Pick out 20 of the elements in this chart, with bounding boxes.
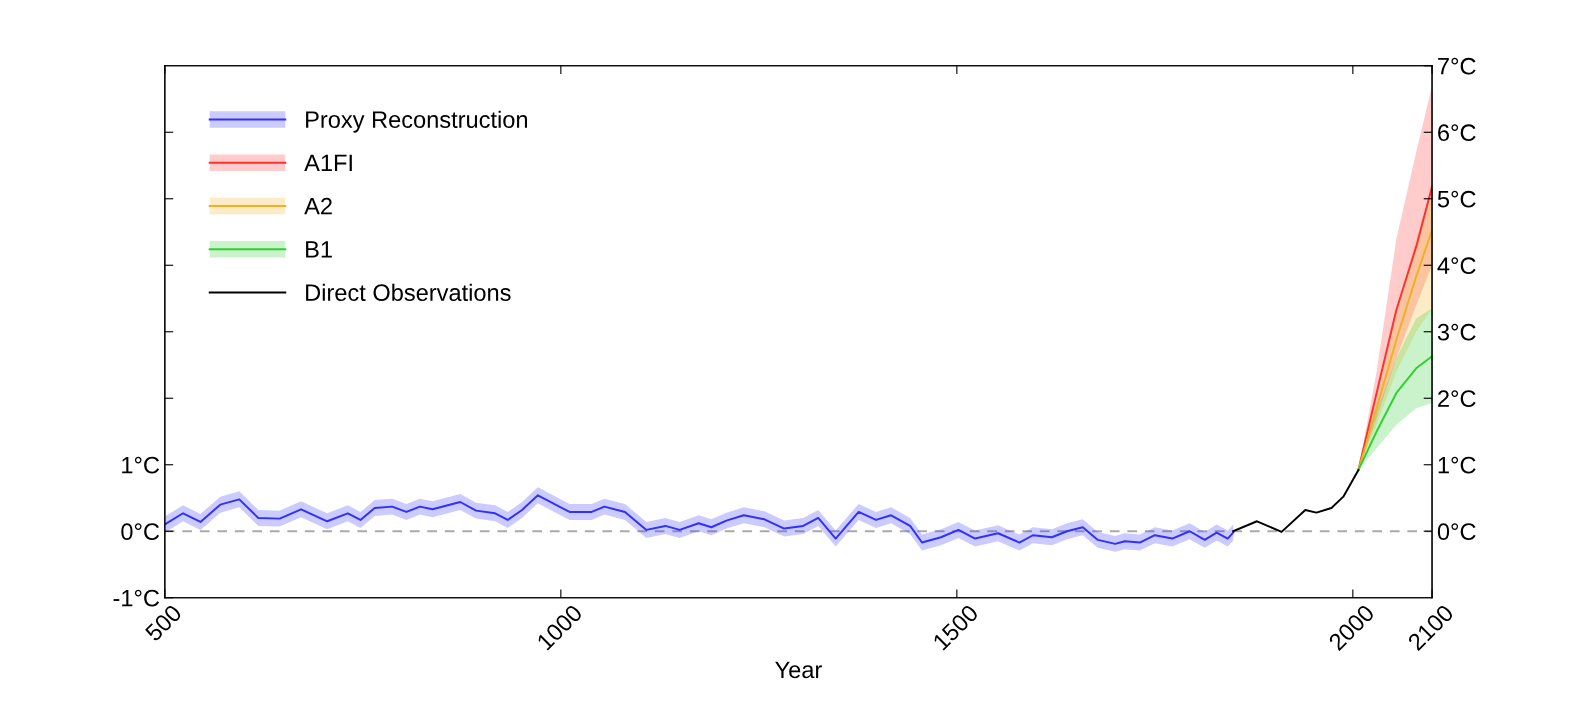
y-tick-label: 0°C: [121, 523, 160, 541]
y2-tick-label: 6°C: [1438, 124, 1476, 142]
y-tick-label: 1°C: [122, 456, 160, 474]
y-tick-label: -1°C: [113, 589, 160, 607]
line-series: [164, 494, 1235, 545]
line-series: [1232, 469, 1360, 533]
y2-tick-label: 3°C: [1437, 323, 1476, 341]
legend-label: A2: [304, 197, 332, 215]
y2-tick-label: 0°C: [1437, 523, 1476, 541]
y2-tick-label: 1°C: [1438, 456, 1476, 474]
legend-label: B1: [306, 241, 332, 258]
legend-label: A1FI: [304, 154, 352, 172]
legend-label: Proxy Reconstruction: [306, 110, 528, 133]
legend-label: Direct Observations: [306, 283, 511, 302]
line-series: [1357, 355, 1433, 472]
y2-tick-label: 5°C: [1437, 190, 1476, 208]
y2-tick-label: 4°C: [1437, 257, 1476, 275]
x-axis-title: Year: [775, 661, 822, 679]
y2-tick-label: 2°C: [1438, 390, 1476, 408]
y2-tick-label: 7°C: [1438, 57, 1476, 75]
